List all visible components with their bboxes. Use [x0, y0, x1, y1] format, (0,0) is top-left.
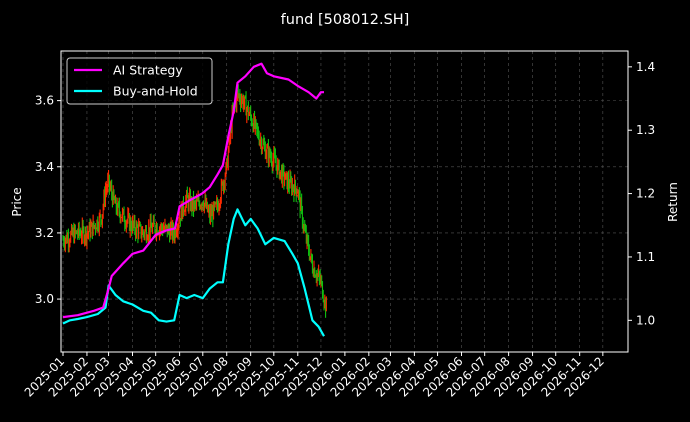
right-tick-label: 1.1 [636, 250, 655, 264]
right-tick-label: 1.3 [636, 123, 655, 137]
right-tick-label: 1.0 [636, 313, 655, 327]
left-axis-label: Price [10, 187, 24, 216]
right-axis-label: Return [666, 182, 680, 222]
series-lines [62, 62, 325, 337]
left-tick-label: 3.0 [35, 292, 54, 306]
right-tick-label: 1.2 [636, 187, 655, 201]
legend: AI Strategy Buy-and-Hold [66, 57, 213, 105]
left-tick-label: 3.6 [35, 94, 54, 108]
left-tick-label: 3.4 [35, 160, 54, 174]
legend-box [66, 57, 213, 105]
legend-label-buy-and-hold: Buy-and-Hold [113, 84, 198, 99]
legend-label-ai-strategy: AI Strategy [113, 63, 183, 78]
right-axis: 1.0 1.1 1.2 1.3 1.4 [628, 60, 655, 327]
right-tick-label: 1.4 [636, 60, 655, 74]
series-line-ai-strategy [62, 62, 324, 319]
left-axis: 3.0 3.2 3.4 3.6 [35, 94, 61, 306]
left-tick-label: 3.2 [35, 226, 54, 240]
chart-title: fund [508012.SH] [281, 12, 410, 28]
candlesticks [62, 84, 327, 318]
